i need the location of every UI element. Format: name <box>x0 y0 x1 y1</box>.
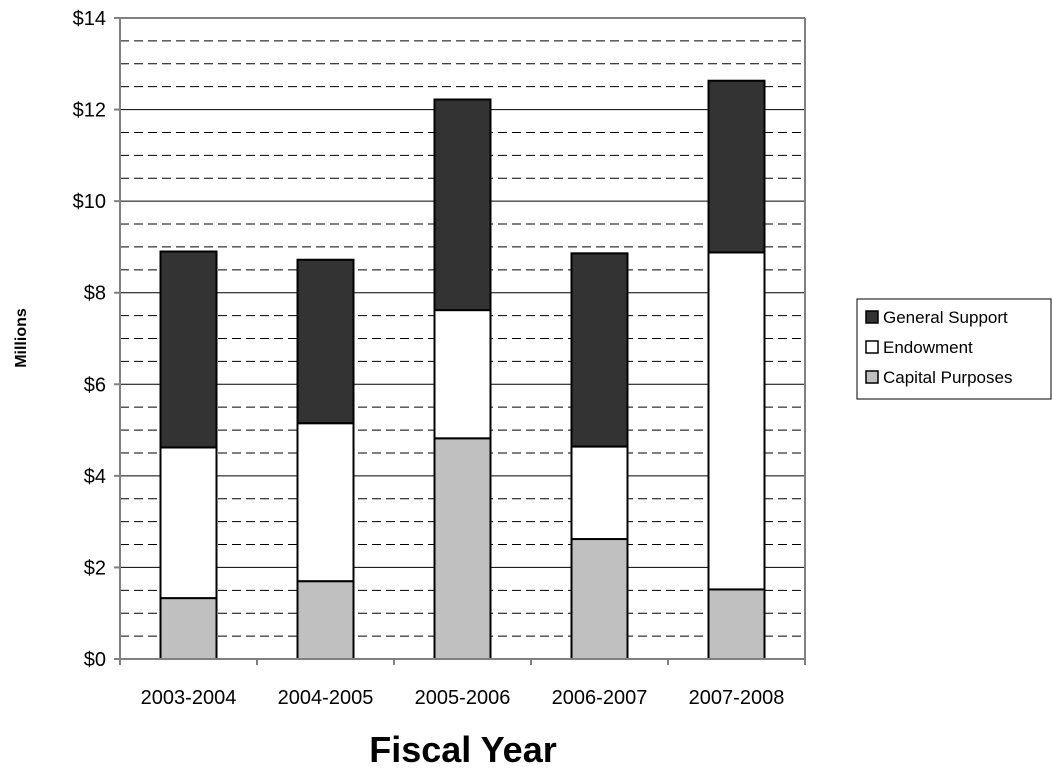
legend-swatch <box>865 310 879 324</box>
bar-segment <box>159 597 218 660</box>
x-tick-label: 2006-2007 <box>552 687 648 709</box>
bar-segment <box>159 446 218 600</box>
y-tick-labels: $0 $2 $4 $6 $8 $10 $12 $14 <box>73 8 106 671</box>
bar-segment <box>707 79 766 254</box>
x-tick-label: 2007-2008 <box>689 687 785 709</box>
x-tick-labels: 2003-2004 2004-2005 2005-2006 2006-2007 2007… <box>141 687 785 709</box>
y-tick-label: $10 <box>73 191 106 213</box>
y-axis-title: Millions <box>13 308 30 368</box>
bar-segment <box>296 422 355 583</box>
x-axis-title: Fiscal Year <box>369 729 557 770</box>
bar-segment <box>707 251 766 591</box>
x-tick-label: 2004-2005 <box>278 687 374 709</box>
bar-segment <box>570 252 629 448</box>
legend: General Support Endowment Capital Purposes <box>856 298 1052 400</box>
bar-segment <box>296 580 355 661</box>
x-tick-label: 2005-2006 <box>415 687 511 709</box>
bar-segment <box>433 437 492 661</box>
x-tick-label: 2003-2004 <box>141 687 237 709</box>
y-tick-label: $6 <box>84 374 106 396</box>
axes <box>114 17 806 665</box>
y-tick-label: $8 <box>84 283 106 305</box>
bar-segment <box>707 588 766 660</box>
legend-swatch <box>865 340 879 354</box>
legend-label: Capital Purposes <box>883 368 1012 387</box>
y-tick-label: $2 <box>84 557 106 579</box>
y-tick-label: $0 <box>84 649 106 671</box>
bars <box>159 79 766 661</box>
legend-label: Endowment <box>883 338 973 357</box>
y-tick-label: $12 <box>73 100 106 122</box>
bar-segment <box>433 309 492 440</box>
y-tick-label: $14 <box>73 8 106 30</box>
bar-segment <box>433 98 492 312</box>
bar-segment <box>296 258 355 425</box>
legend-label: General Support <box>883 308 1008 327</box>
y-tick-label: $4 <box>84 466 106 488</box>
legend-swatch <box>865 370 879 384</box>
bar-segment <box>570 445 629 541</box>
bar-segment <box>570 538 629 661</box>
legend-box <box>856 298 1052 400</box>
bar-segment <box>159 250 218 449</box>
